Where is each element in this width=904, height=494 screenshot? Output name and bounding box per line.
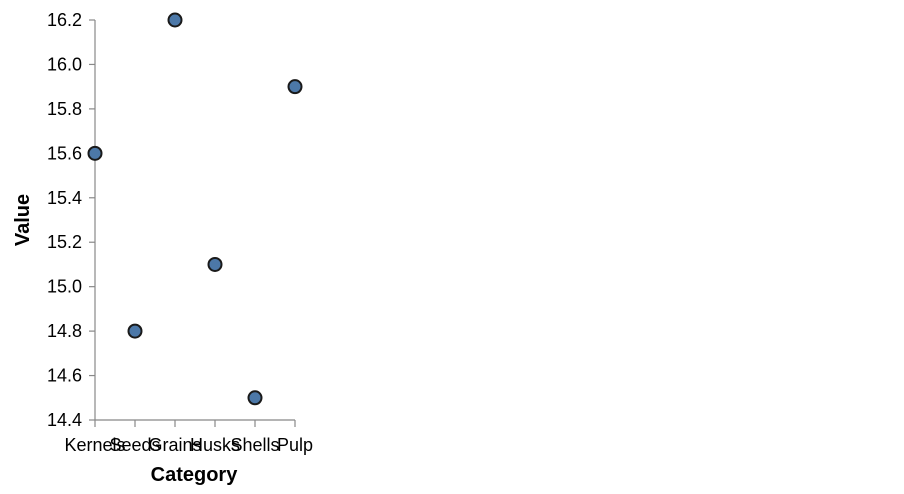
y-tick-label: 14.6 [47,366,82,386]
data-points [87,12,303,406]
y-tick-label: 15.2 [47,232,82,252]
y-tick-label: 15.4 [47,188,82,208]
y-tick-label: 14.4 [47,410,82,430]
y-axis: 14.4 14.6 14.8 15.0 15.2 15.4 15.6 15.8 16.0 16.2 [47,10,96,430]
y-tick-label: 16.2 [47,10,82,30]
data-point [287,79,303,95]
y-tick-label: 15.6 [47,143,82,163]
x-tick-label: Shells [230,435,279,455]
y-tick-label: 16.0 [47,54,82,74]
y-tick-label: 14.8 [47,321,82,341]
data-point [87,145,103,161]
data-point [247,390,263,406]
data-point [167,12,183,28]
y-axis-title: Value [12,194,34,246]
x-tick-label: Kernels [64,435,125,455]
x-tick-label: Husks [190,435,240,455]
x-tick-label: Grains [148,435,201,455]
y-tick-label: 15.8 [47,99,82,119]
x-tick-label: Seeds [109,435,160,455]
data-point [207,256,223,272]
data-point [127,323,143,339]
x-tick-label: Pulp [277,435,313,455]
y-tick-label: 15.0 [47,277,82,297]
x-axis-title: Category [151,464,239,486]
